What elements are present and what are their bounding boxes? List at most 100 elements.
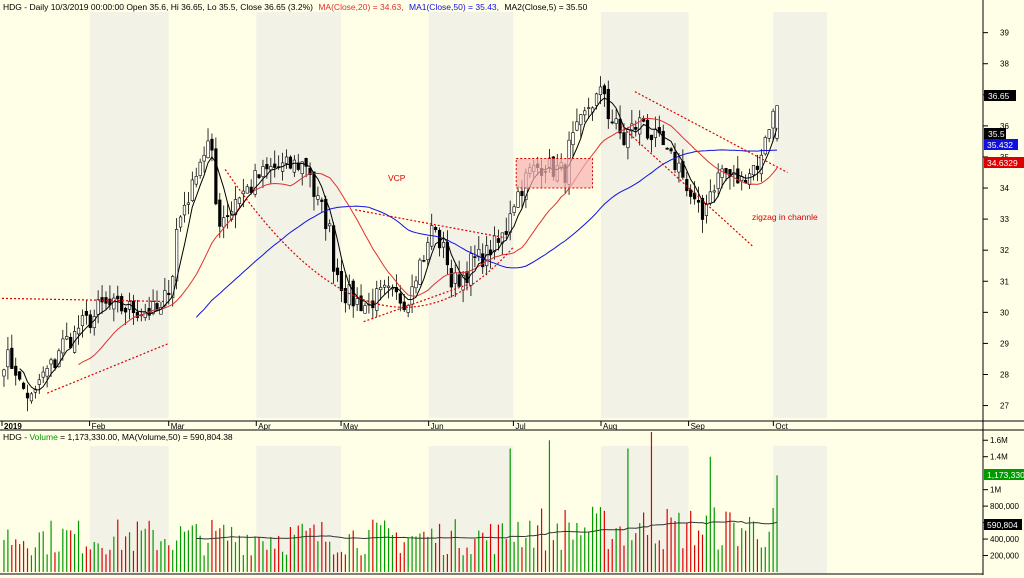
price-tick-label: 30 <box>1000 308 1009 317</box>
candle-body <box>755 165 760 170</box>
candle-body <box>218 199 222 227</box>
candle-body <box>112 297 116 310</box>
time-label: Feb <box>92 422 106 431</box>
candle-body <box>406 305 410 313</box>
price-tick-label: 31 <box>1000 277 1009 286</box>
candle-body <box>331 225 336 272</box>
candle-body <box>151 301 155 314</box>
candle-body <box>751 165 756 176</box>
time-label: Mar <box>171 422 185 431</box>
candle-body <box>261 166 265 177</box>
candle-body <box>237 197 242 204</box>
candle-body <box>473 256 477 258</box>
candle-body <box>178 216 183 228</box>
time-label: Aug <box>603 422 617 431</box>
candle-body <box>182 204 187 216</box>
candle-body <box>673 151 677 171</box>
svg-text:36.65: 36.65 <box>988 91 1010 101</box>
candle-body <box>296 162 300 170</box>
ma50-line <box>195 149 778 318</box>
candle-body <box>434 227 438 230</box>
candle-body <box>21 382 26 389</box>
candle-body <box>163 290 167 306</box>
candle-body <box>520 190 524 196</box>
candle-body <box>571 132 575 146</box>
candle-body <box>763 137 767 155</box>
candle-body <box>630 123 634 132</box>
candle-body <box>41 371 45 378</box>
candle-body <box>57 350 61 368</box>
volume-tick-label: 400,000 <box>990 535 1019 544</box>
candle-body <box>696 200 701 203</box>
candle-body <box>18 371 22 380</box>
candle-body <box>426 242 430 261</box>
candle-body <box>767 129 771 139</box>
candle-body <box>6 349 10 368</box>
candle-body <box>245 186 249 194</box>
candle-body <box>606 88 610 120</box>
annotations <box>1 91 788 394</box>
time-label: Apr <box>258 422 271 431</box>
candle-body <box>386 285 391 288</box>
last-price-tag: 36.65 <box>984 90 1016 101</box>
price-tick-label: 33 <box>1000 215 1009 224</box>
candle-body <box>347 284 351 306</box>
volume-tick-label: 200,000 <box>990 552 1019 561</box>
candle-body <box>304 158 308 167</box>
candle-body <box>689 189 693 197</box>
ma20-tag: 34.6329 <box>984 157 1024 168</box>
channel-lower-line <box>620 125 754 248</box>
svg-text:1,173,330: 1,173,330 <box>987 470 1024 480</box>
channel-upper-line <box>634 91 788 174</box>
svg-text:590,804: 590,804 <box>987 520 1018 530</box>
candle-body <box>441 242 446 248</box>
candle-body <box>320 199 324 202</box>
support-trendline <box>46 342 169 394</box>
candle-body <box>437 229 442 249</box>
vcp-upper-line <box>355 209 506 239</box>
candle-body <box>324 198 328 230</box>
month-band <box>600 12 689 418</box>
ma20-line <box>78 117 778 366</box>
candle-body <box>284 156 289 164</box>
candle-body <box>45 368 49 377</box>
candle-body <box>575 121 579 131</box>
candle-body <box>49 359 53 365</box>
candle-body <box>602 85 606 95</box>
candle-body <box>273 163 277 168</box>
candle-body <box>190 179 194 201</box>
ma5-line <box>19 97 778 391</box>
candle-body <box>308 167 312 175</box>
price-tick-label: 27 <box>1000 402 1009 411</box>
candle-body <box>638 117 642 135</box>
svg-text:35.5: 35.5 <box>988 129 1005 139</box>
candle-body <box>2 369 6 377</box>
candle-body <box>186 202 191 205</box>
candle-body <box>84 310 88 316</box>
zigzag-label: zigzag in channle <box>752 212 818 222</box>
candle-body <box>504 231 508 235</box>
candle-body <box>335 267 340 276</box>
volume-header: HDG - Volume = 1,173,330.00, MA(Volume,5… <box>3 432 233 442</box>
month-band <box>773 446 828 574</box>
candle-body <box>339 271 344 292</box>
candle-body <box>512 206 516 213</box>
candle-body <box>759 154 763 175</box>
candle-body <box>622 132 626 145</box>
candle-body <box>96 299 100 315</box>
price-pane: 39383736353433323130292827 <box>2 29 1009 412</box>
candle-body <box>449 268 453 288</box>
volume-ma-tag: 590,804 <box>984 519 1022 530</box>
candle-body <box>594 93 599 106</box>
candle-body <box>359 295 363 312</box>
time-label: 2019 <box>4 422 22 431</box>
time-label: Jul <box>515 422 525 431</box>
candle-body <box>496 238 501 243</box>
candle-body <box>693 192 697 200</box>
candle-body <box>508 213 512 233</box>
candle-body <box>716 172 720 189</box>
candle-body <box>92 316 96 328</box>
month-band <box>773 12 828 418</box>
month-band <box>428 12 514 418</box>
